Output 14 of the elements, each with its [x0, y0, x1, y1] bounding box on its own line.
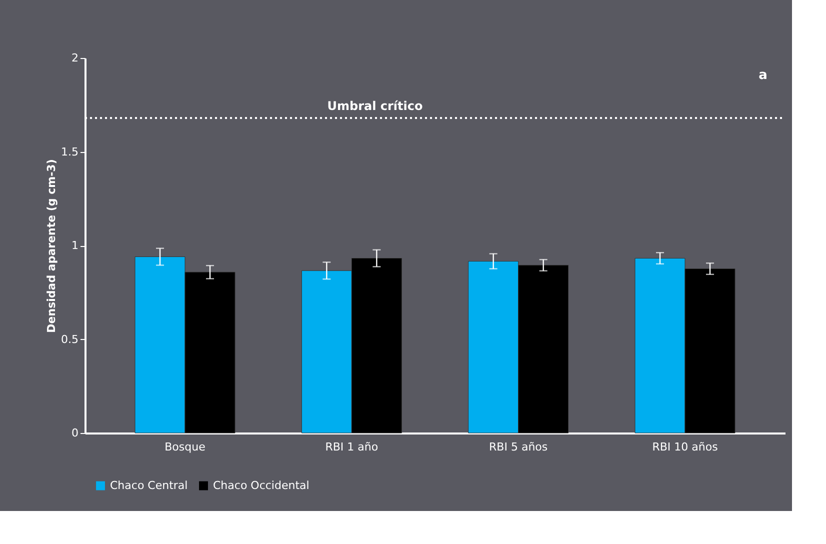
x-tick-label: Bosque [164, 440, 206, 454]
x-tick-label: RBI 1 año [325, 440, 378, 454]
ref-line-label: Umbral crítico [327, 99, 423, 113]
y-tick-label: 0 [72, 426, 78, 440]
legend-label: Chaco Central [110, 478, 188, 492]
legend-label: Chaco Occidental [213, 478, 310, 492]
x-tick-label: RBI 10 años [652, 440, 718, 454]
y-axis-title: Densidad aparente (g cm-3) [45, 159, 58, 333]
y-tick-label: 1.5 [61, 145, 78, 158]
x-tick-label: RBI 5 años [489, 440, 548, 454]
y-tick-label: 2 [72, 52, 78, 64]
y-tick-label: 0.5 [61, 332, 78, 346]
y-tick-label: 1 [72, 239, 78, 252]
annotation: a [758, 68, 768, 83]
